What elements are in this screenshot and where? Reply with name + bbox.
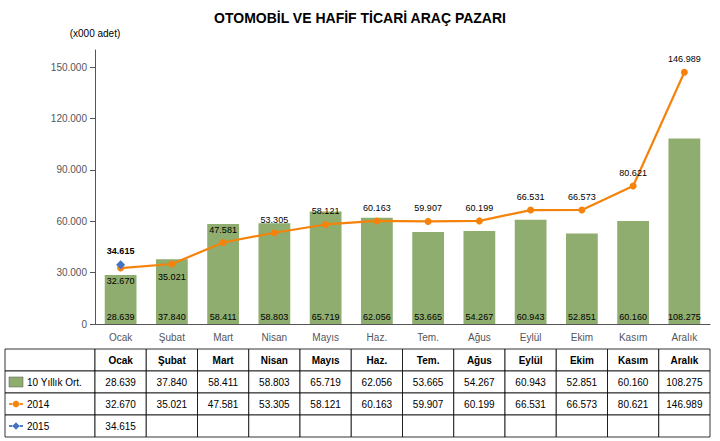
svg-text:60.199: 60.199 <box>466 203 494 213</box>
svg-text:32.670: 32.670 <box>107 276 135 286</box>
svg-text:(x000 adet): (x000 adet) <box>70 28 121 39</box>
svg-text:146.989: 146.989 <box>666 399 703 410</box>
svg-text:54.267: 54.267 <box>464 377 495 388</box>
svg-text:150.000: 150.000 <box>51 62 88 73</box>
svg-text:OTOMOBİL VE HAFİF TİCARİ ARAÇ: OTOMOBİL VE HAFİF TİCARİ ARAÇ PAZARI <box>214 10 506 26</box>
svg-text:108.275: 108.275 <box>668 312 701 322</box>
svg-text:Ocak: Ocak <box>109 332 133 343</box>
svg-text:10 Yıllık Ort.: 10 Yıllık Ort. <box>27 377 82 388</box>
svg-text:53.665: 53.665 <box>413 377 444 388</box>
svg-text:60.163: 60.163 <box>362 399 393 410</box>
svg-text:59.907: 59.907 <box>413 399 444 410</box>
svg-text:52.851: 52.851 <box>567 377 598 388</box>
svg-text:62.056: 62.056 <box>362 377 393 388</box>
svg-text:32.670: 32.670 <box>105 399 136 410</box>
svg-text:35.021: 35.021 <box>158 272 186 282</box>
svg-text:Haz.: Haz. <box>367 332 388 343</box>
svg-text:58.803: 58.803 <box>259 377 290 388</box>
svg-text:34.615: 34.615 <box>105 421 136 432</box>
svg-text:Nisan: Nisan <box>261 355 288 366</box>
svg-text:90.000: 90.000 <box>56 164 87 175</box>
svg-text:Kasım: Kasım <box>618 355 648 366</box>
svg-text:Haz.: Haz. <box>367 355 388 366</box>
svg-text:28.639: 28.639 <box>105 377 136 388</box>
svg-text:Ağus: Ağus <box>467 355 492 366</box>
svg-text:Eylül: Eylül <box>520 332 542 343</box>
svg-text:65.719: 65.719 <box>310 377 341 388</box>
svg-text:Ekim: Ekim <box>571 332 593 343</box>
svg-text:60.000: 60.000 <box>56 216 87 227</box>
svg-text:Aralık: Aralık <box>670 355 698 366</box>
svg-text:Nisan: Nisan <box>262 332 288 343</box>
svg-text:66.573: 66.573 <box>568 192 596 202</box>
svg-text:Kasım: Kasım <box>619 332 647 343</box>
svg-text:Mayıs: Mayıs <box>312 355 340 366</box>
svg-text:80.621: 80.621 <box>619 168 647 178</box>
svg-text:Ocak: Ocak <box>108 355 133 366</box>
svg-text:Tem.: Tem. <box>417 332 439 343</box>
svg-text:66.531: 66.531 <box>517 192 545 202</box>
svg-text:108.275: 108.275 <box>666 377 703 388</box>
svg-text:52.851: 52.851 <box>568 312 596 322</box>
svg-text:60.943: 60.943 <box>515 377 546 388</box>
svg-text:146.989: 146.989 <box>668 54 701 64</box>
svg-text:Şubat: Şubat <box>158 355 186 366</box>
svg-text:Şubat: Şubat <box>159 332 185 343</box>
svg-text:Ağus: Ağus <box>468 332 491 343</box>
svg-text:2014: 2014 <box>27 399 50 410</box>
svg-text:Aralık: Aralık <box>672 332 699 343</box>
svg-text:28.639: 28.639 <box>107 312 135 322</box>
svg-text:37.840: 37.840 <box>158 312 186 322</box>
svg-text:47.581: 47.581 <box>208 399 239 410</box>
svg-text:47.581: 47.581 <box>209 225 237 235</box>
svg-text:53.305: 53.305 <box>261 215 289 225</box>
svg-text:60.160: 60.160 <box>619 312 647 322</box>
svg-text:2015: 2015 <box>27 421 50 432</box>
svg-text:Mart: Mart <box>213 332 233 343</box>
svg-text:60.199: 60.199 <box>464 399 495 410</box>
svg-text:37.840: 37.840 <box>157 377 188 388</box>
svg-text:Mart: Mart <box>213 355 235 366</box>
svg-text:Mayıs: Mayıs <box>312 332 339 343</box>
svg-text:66.573: 66.573 <box>567 399 598 410</box>
svg-text:34.615: 34.615 <box>107 246 135 256</box>
svg-text:53.305: 53.305 <box>259 399 290 410</box>
svg-text:58.121: 58.121 <box>310 399 341 410</box>
svg-text:30.000: 30.000 <box>56 267 87 278</box>
svg-text:Ekim: Ekim <box>570 355 594 366</box>
svg-text:60.943: 60.943 <box>517 312 545 322</box>
svg-text:59.907: 59.907 <box>414 203 442 213</box>
svg-text:58.411: 58.411 <box>210 312 237 322</box>
svg-text:62.056: 62.056 <box>363 312 391 322</box>
svg-text:66.531: 66.531 <box>515 399 546 410</box>
svg-text:Eylül: Eylül <box>519 355 543 366</box>
svg-text:0: 0 <box>81 319 87 330</box>
svg-text:60.160: 60.160 <box>618 377 649 388</box>
svg-text:65.719: 65.719 <box>312 312 340 322</box>
svg-text:60.163: 60.163 <box>363 203 391 213</box>
svg-text:58.803: 58.803 <box>261 312 289 322</box>
svg-text:58.121: 58.121 <box>312 206 340 216</box>
svg-text:Tem.: Tem. <box>417 355 440 366</box>
svg-text:120.000: 120.000 <box>51 113 88 124</box>
svg-text:35.021: 35.021 <box>157 399 188 410</box>
svg-text:58.411: 58.411 <box>208 377 238 388</box>
svg-text:54.267: 54.267 <box>466 312 494 322</box>
svg-text:53.665: 53.665 <box>414 312 442 322</box>
svg-text:80.621: 80.621 <box>618 399 649 410</box>
